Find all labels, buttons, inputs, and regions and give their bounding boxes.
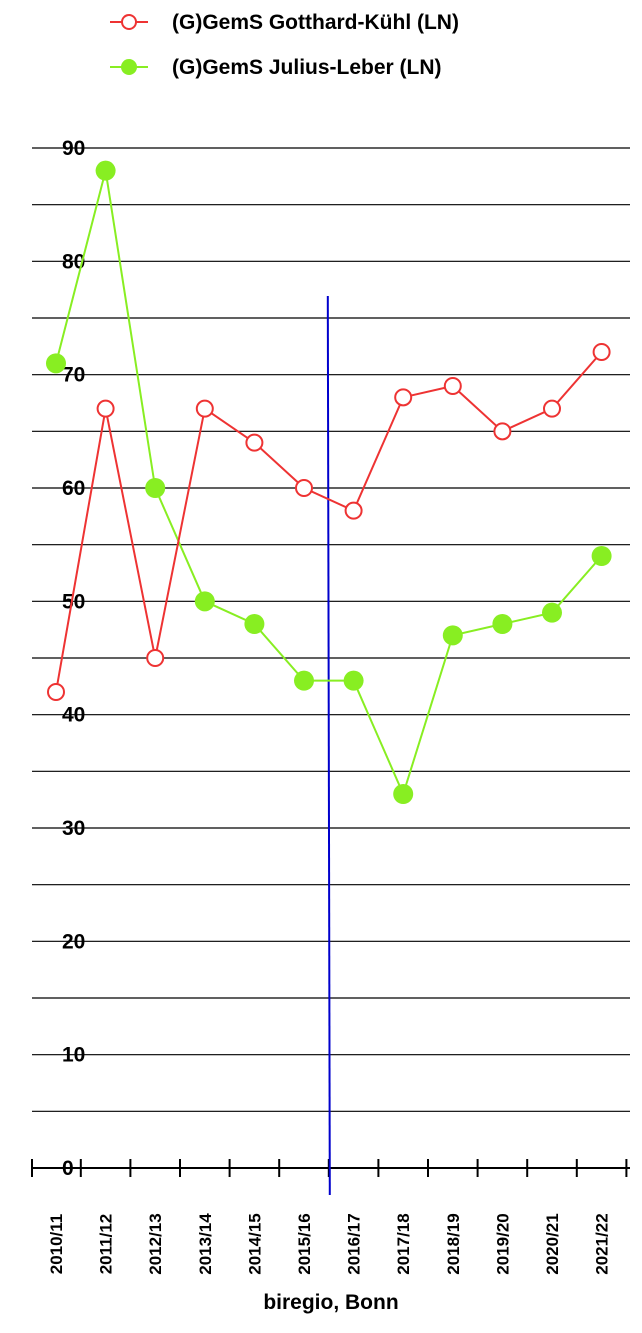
y-tick-label: 40	[62, 704, 85, 727]
x-tick-label: 2018/19	[444, 1213, 463, 1274]
marker-line	[326, 295, 331, 1196]
data-point	[245, 433, 264, 452]
gridlines	[32, 147, 630, 1112]
data-point	[294, 670, 314, 691]
y-tick-label: 20	[62, 930, 85, 953]
y-tick-label: 50	[62, 590, 85, 613]
x-tick-label: 2013/14	[196, 1213, 215, 1275]
x-tick-label: 2011/12	[97, 1214, 116, 1275]
legend-marker	[121, 14, 137, 30]
data-point	[244, 614, 265, 634]
data-point	[343, 670, 364, 691]
series	[47, 343, 611, 701]
data-point	[145, 478, 166, 498]
data-point	[591, 546, 612, 566]
legend: (G)GemS Gotthard-Kühl (LN) (G)GemS Julius…	[110, 11, 459, 79]
data-point	[194, 591, 215, 612]
data-point	[393, 784, 414, 804]
series	[46, 160, 612, 804]
x-tick-label: 2012/13	[146, 1213, 165, 1274]
x-tick-label: 2017/18	[394, 1213, 413, 1274]
data-point	[592, 343, 611, 361]
x-tick-label: 2014/15	[245, 1213, 264, 1274]
data-point	[146, 649, 165, 667]
series-layer	[46, 160, 612, 804]
data-point	[543, 399, 561, 418]
data-point	[95, 160, 116, 181]
data-point	[96, 399, 115, 418]
y-tick-label: 80	[62, 250, 85, 273]
data-point	[46, 353, 66, 374]
x-tick-label: 2020/21	[543, 1213, 562, 1274]
y-tick-label: 30	[62, 817, 85, 840]
y-tick-label: 90	[62, 137, 85, 160]
data-point	[394, 388, 413, 407]
x-tick-label: 2019/20	[493, 1213, 512, 1274]
x-tick-label: 2010/11	[47, 1214, 66, 1275]
data-point	[492, 614, 513, 634]
data-point	[195, 399, 214, 418]
data-point	[542, 602, 562, 623]
y-tick-label: 70	[62, 364, 85, 387]
y-tick-label: 10	[62, 1044, 85, 1067]
x-axis: 2010/11 2011/12 2012/13 2013/14 2014/15 2015/…	[31, 1159, 630, 1275]
legend-marker	[121, 59, 137, 75]
y-tick-label: 60	[62, 477, 85, 500]
data-point	[493, 422, 512, 441]
x-axis-label: biregio, Bonn	[263, 1291, 398, 1314]
marker-line	[326, 295, 331, 1196]
x-tick-label: 2015/16	[295, 1213, 314, 1274]
data-point	[47, 683, 65, 701]
data-point	[295, 479, 313, 497]
data-point	[344, 501, 363, 520]
series-line	[55, 351, 603, 693]
data-point	[443, 377, 462, 395]
x-tick-label: 2016/17	[345, 1213, 364, 1274]
legend-label: (G)GemS Gotthard-Kühl (LN)	[172, 11, 459, 34]
x-tick-label: 2021/22	[593, 1213, 612, 1274]
legend-label: (G)GemS Julius-Leber (LN)	[172, 56, 442, 79]
data-point	[442, 625, 463, 646]
